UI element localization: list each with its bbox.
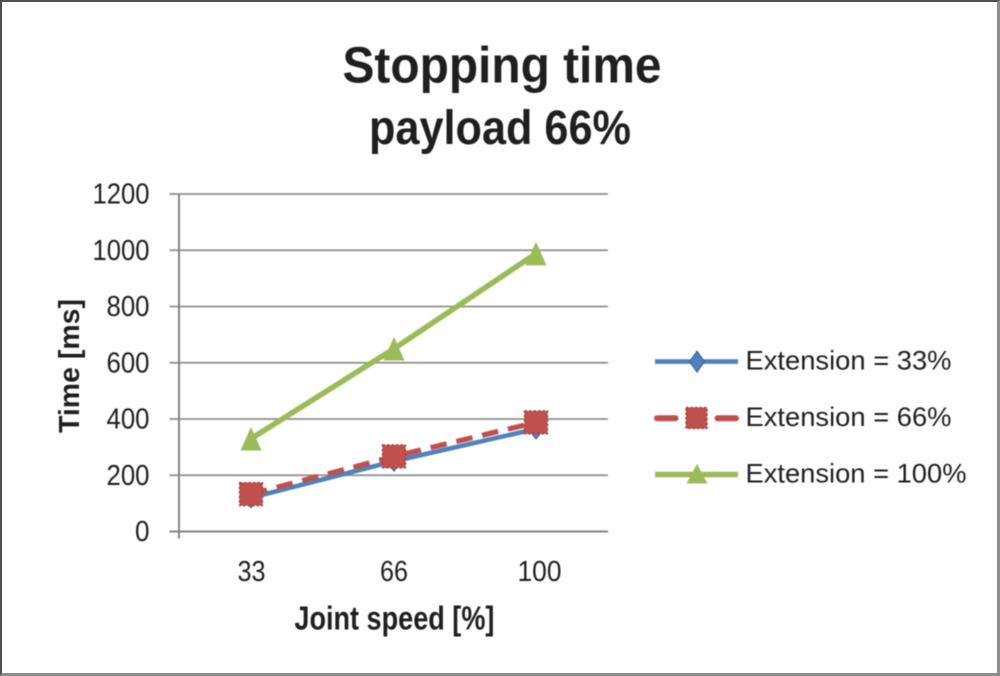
svg-text:Extension = 66%: Extension = 66% (746, 402, 952, 432)
svg-text:100: 100 (518, 556, 562, 588)
svg-text:1200: 1200 (93, 179, 150, 211)
svg-text:66: 66 (380, 556, 408, 588)
svg-text:payload 66%: payload 66% (369, 102, 631, 155)
svg-text:600: 600 (107, 347, 150, 379)
svg-text:Joint speed [%]: Joint speed [%] (294, 599, 494, 636)
svg-text:800: 800 (107, 291, 150, 323)
svg-text:1000: 1000 (93, 235, 150, 267)
svg-text:Extension = 100%: Extension = 100% (746, 458, 967, 488)
svg-text:Extension = 33%: Extension = 33% (746, 345, 952, 375)
svg-text:33: 33 (238, 556, 266, 588)
svg-text:400: 400 (107, 404, 150, 436)
svg-text:Stopping time: Stopping time (343, 37, 662, 94)
svg-text:200: 200 (107, 460, 150, 492)
svg-text:0: 0 (135, 516, 150, 548)
svg-text:Time [ms]: Time [ms] (54, 299, 86, 433)
